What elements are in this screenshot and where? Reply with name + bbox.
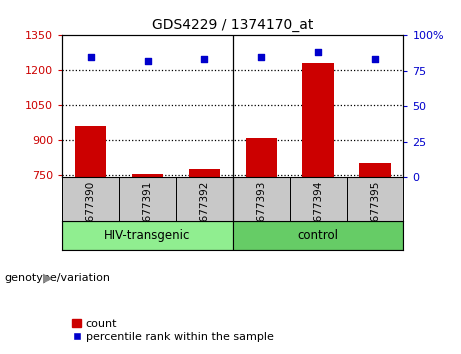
Point [201,57,208,62]
Text: GSM677390: GSM677390 [86,181,96,244]
Text: GSM677393: GSM677393 [256,181,266,244]
Bar [75,126,106,177]
Point [87,54,95,59]
Bar [62,177,119,221]
Bar [359,163,390,177]
Text: control: control [298,229,338,242]
Text: GSM677391: GSM677391 [142,181,153,244]
Point [144,58,151,64]
Text: ▶: ▶ [43,272,53,284]
Bar [233,221,403,250]
Bar [290,177,347,221]
Text: genotype/variation: genotype/variation [5,273,111,283]
Text: GSM677394: GSM677394 [313,181,323,244]
Bar [347,177,403,221]
Bar [189,169,220,177]
Bar [302,63,334,177]
Point [314,50,322,55]
Bar [119,177,176,221]
Text: GSM677395: GSM677395 [370,181,380,244]
Title: GDS4229 / 1374170_at: GDS4229 / 1374170_at [152,18,313,32]
Bar [176,177,233,221]
Point [371,57,378,62]
Text: HIV-transgenic: HIV-transgenic [104,229,191,242]
Bar [246,138,277,177]
Bar [233,177,290,221]
Bar [62,221,233,250]
Legend: count, percentile rank within the sample: count, percentile rank within the sample [68,314,278,347]
Bar [132,174,163,177]
Point [258,54,265,59]
Text: GSM677392: GSM677392 [199,181,209,244]
